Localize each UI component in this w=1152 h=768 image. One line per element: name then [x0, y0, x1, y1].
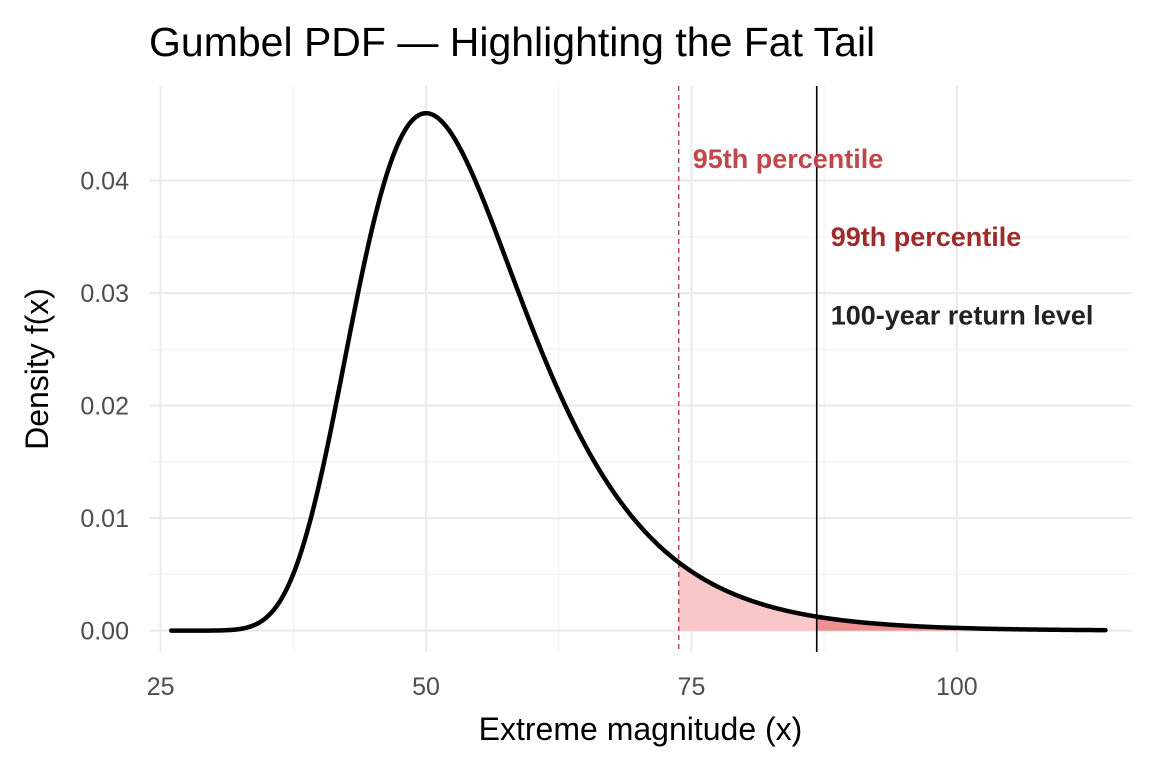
annotation-label: 100-year return level	[831, 301, 1094, 331]
tail-shading	[678, 562, 957, 631]
x-tick-label: 25	[147, 673, 175, 701]
density-line	[169, 110, 1108, 633]
x-tick-label: 100	[936, 673, 978, 701]
chart-title: Gumbel PDF — Highlighting the Fat Tail	[149, 19, 875, 65]
grid-lines	[149, 86, 1132, 652]
annotation-label: 99th percentile	[831, 222, 1022, 252]
y-tick-label: 0.04	[80, 168, 129, 196]
y-tick-label: 0.01	[80, 505, 129, 533]
density-curve	[169, 110, 1108, 633]
annotations: 95th percentile 99th percentile 100-year r…	[693, 144, 1094, 330]
x-axis-title: Extreme magnitude (x)	[479, 711, 803, 747]
y-axis-ticks: 0.00 0.01 0.02 0.03 0.04	[80, 168, 129, 646]
annotation-label: 95th percentile	[693, 144, 884, 174]
x-tick-label: 75	[678, 673, 706, 701]
shaded-tail	[678, 562, 957, 631]
y-tick-label: 0.02	[80, 393, 129, 421]
y-tick-label: 0.00	[80, 618, 129, 646]
y-axis-title: Density f(x)	[19, 288, 55, 450]
x-axis-ticks: 25 50 75 100	[147, 673, 978, 701]
y-tick-label: 0.03	[80, 280, 129, 308]
x-tick-label: 50	[412, 673, 440, 701]
reference-lines	[678, 86, 818, 652]
